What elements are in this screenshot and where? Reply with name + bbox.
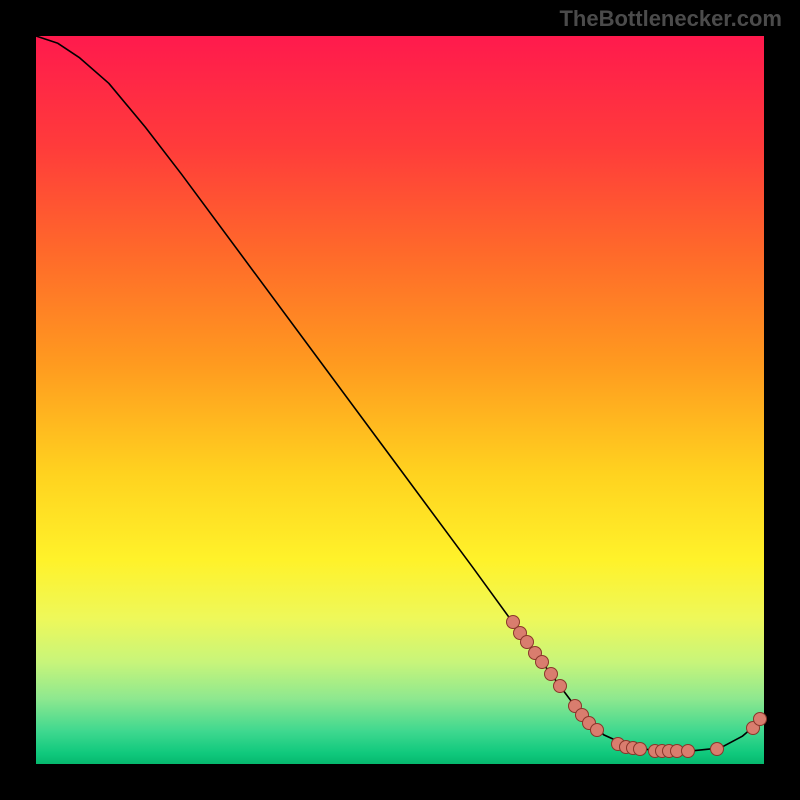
data-marker [753,712,767,726]
data-marker [535,655,549,669]
data-marker [710,742,724,756]
bottleneck-curve [36,36,764,751]
data-marker [633,742,647,756]
data-marker [553,679,567,693]
data-marker [590,723,604,737]
curve-layer [36,36,764,764]
watermark-text: TheBottlenecker.com [559,6,782,32]
chart-stage: TheBottlenecker.com [0,0,800,800]
plot-area [36,36,764,764]
data-marker [681,744,695,758]
